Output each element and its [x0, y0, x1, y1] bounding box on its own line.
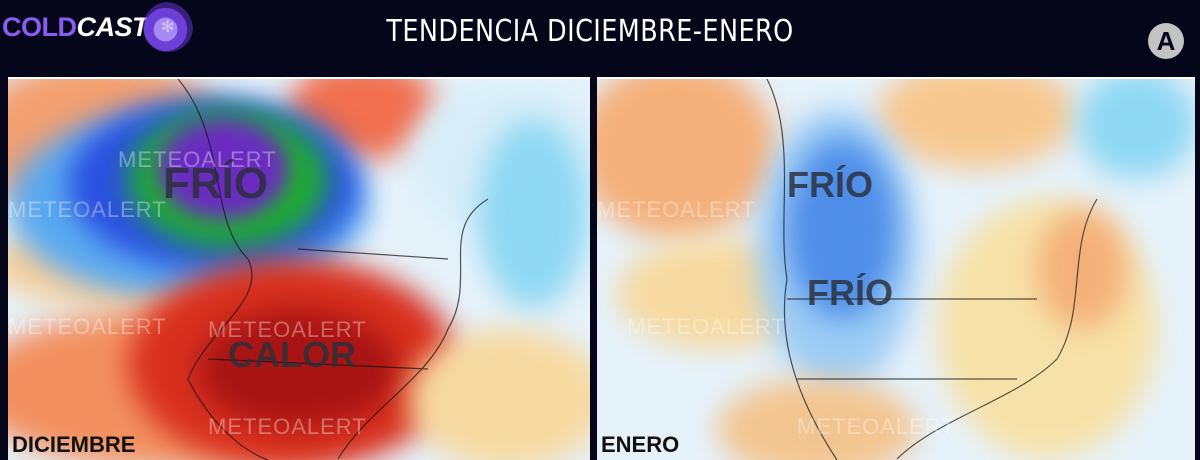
watermark: METEOALERT	[208, 414, 367, 439]
snowflake-badge-icon: ✻	[143, 2, 193, 52]
watermark: METEOALERT	[627, 314, 786, 339]
map-enero: METEOALERT METEOALERT METEOALERT FRÍO FR…	[597, 77, 1195, 460]
month-label: DICIEMBRE	[12, 432, 136, 457]
meteoalert-logo-icon: A	[1148, 23, 1184, 59]
coastline-outline	[177, 79, 489, 460]
label-frio: FRÍO	[787, 164, 873, 205]
label-frio: FRÍO	[163, 159, 269, 208]
map-diciembre: METEOALERT METEOALERT METEOALERT METEOAL…	[8, 77, 590, 460]
label-calor: CALOR	[228, 334, 356, 375]
watermark: METEOALERT	[208, 317, 367, 342]
watermark: METEOALERT	[597, 197, 756, 222]
logo-text-cold: COLD	[2, 12, 77, 42]
coastline-outline	[766, 79, 1098, 460]
header: COLDCAST ✻ TENDENCIA DICIEMBRE-ENERO A	[0, 0, 1200, 76]
watermark: METEOALERT	[118, 147, 277, 172]
coldcast-logo: COLDCAST	[2, 12, 148, 43]
watermark: METEOALERT	[797, 414, 956, 439]
label-frio: FRÍO	[807, 272, 893, 313]
page-title: TENDENCIA DICIEMBRE-ENERO	[386, 14, 794, 49]
month-label: ENERO	[601, 432, 680, 457]
watermark: METEOALERT	[8, 197, 167, 222]
logo-text-cast: CAST	[76, 12, 149, 42]
watermark: METEOALERT	[8, 314, 167, 339]
